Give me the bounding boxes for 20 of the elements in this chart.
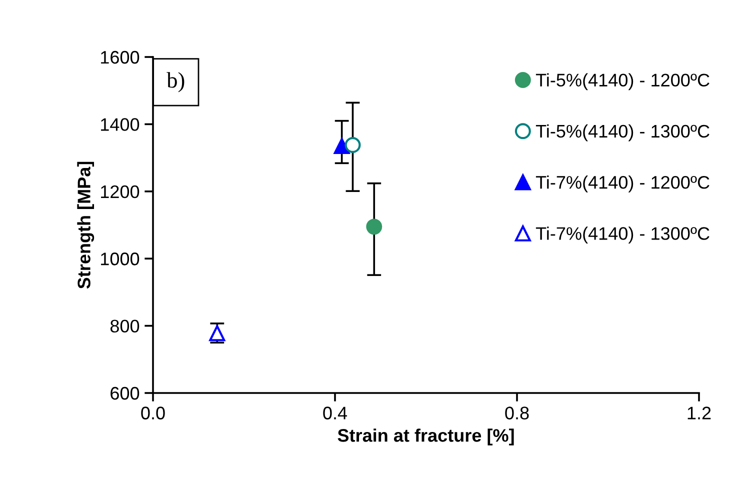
y-tick-label: 1200 xyxy=(101,185,140,198)
point xyxy=(344,137,361,154)
y-tick-label: 1000 xyxy=(101,252,140,266)
legend-label: Ti-5%(4140) - 1300ºC xyxy=(536,124,710,142)
legend-label: Ti-7%(4140) - 1200ºC xyxy=(536,176,710,192)
y-tick-label: 600 xyxy=(110,386,140,400)
y-tick-label: 800 xyxy=(110,320,140,333)
legend-label: Ti-5%(4140) - 1200ºC xyxy=(536,73,710,90)
legend-label: Ti-7%(4140) - 1300ºC xyxy=(536,226,710,244)
x-tick-label: 0.8 xyxy=(505,406,529,420)
y-tick-label: 1600 xyxy=(101,50,140,64)
point xyxy=(366,218,382,235)
point xyxy=(334,138,350,154)
x-tick-label: 0.0 xyxy=(141,406,165,420)
x-tick-label: 0.4 xyxy=(323,406,348,420)
y-tick-label: 1400 xyxy=(101,118,140,131)
x-axis-title: Strain at fracture [%] xyxy=(338,428,514,446)
y-axis-title: Strength [MPa] xyxy=(77,162,94,289)
x-tick-label: 1.2 xyxy=(688,406,711,420)
annotation: b) xyxy=(166,72,184,92)
